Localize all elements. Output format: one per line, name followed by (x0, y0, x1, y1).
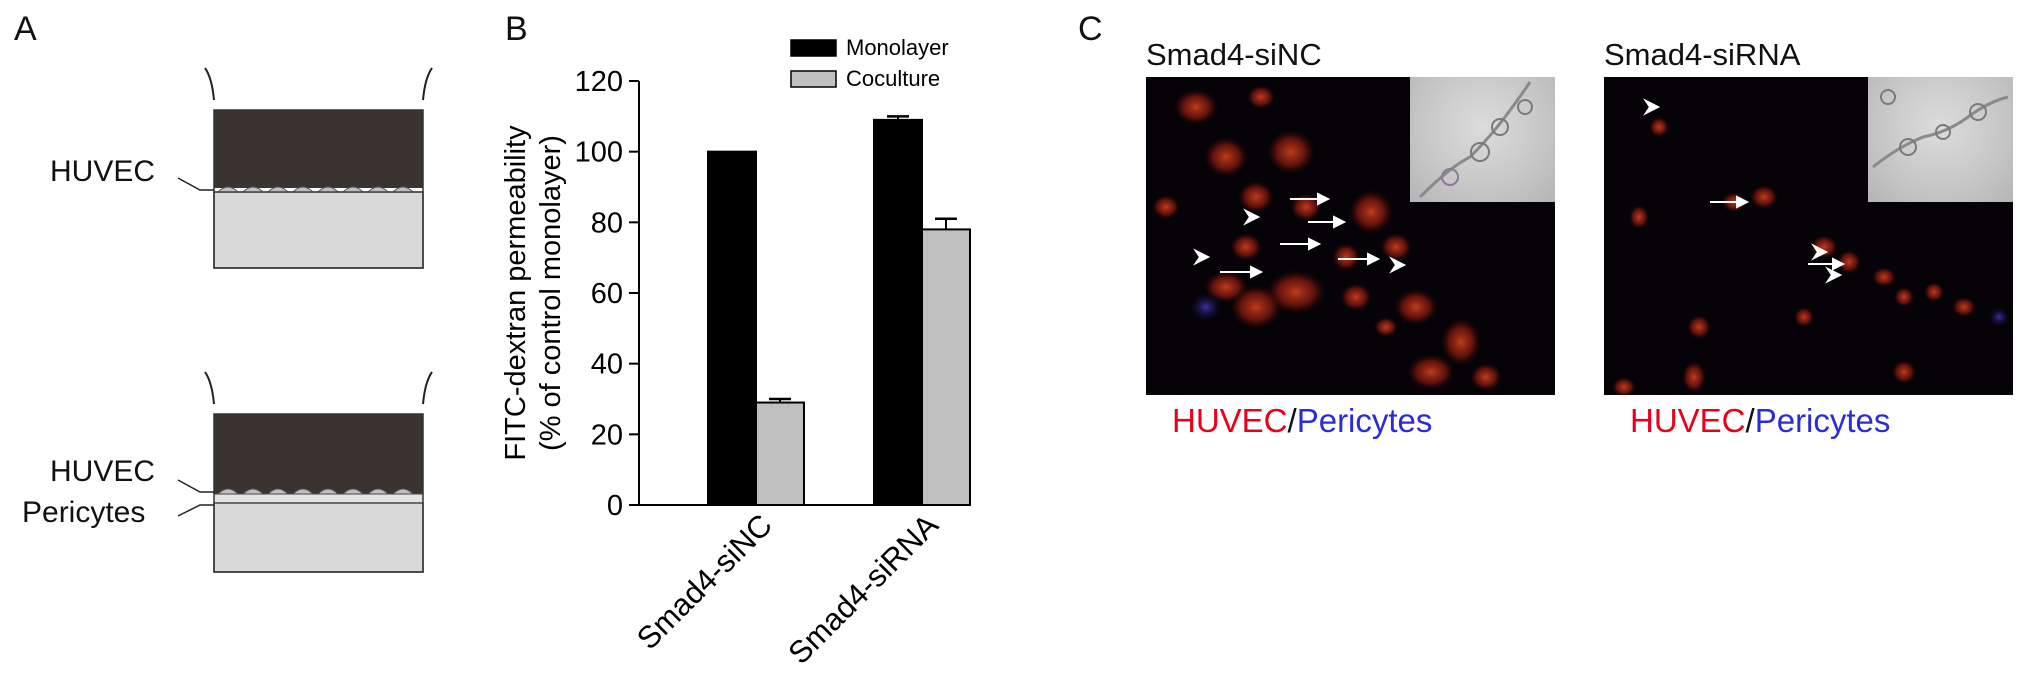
category-label: Smad4-siRNA (781, 507, 945, 671)
bar-coculture (921, 228, 971, 506)
legend-swatch-monolayer (790, 39, 837, 57)
micrograph-sirna-cells (1612, 98, 2009, 395)
insert-medium-bottom (214, 414, 423, 494)
y-tick-label: 60 (591, 278, 623, 310)
stain-legend-sinc: HUVEC/Pericytes (1172, 402, 1432, 440)
category-label: Smad4-siNC (630, 507, 779, 656)
image-title-sirna: Smad4-siRNA (1604, 37, 1801, 72)
transwell-bottom (177, 371, 433, 573)
image-title-sinc: Smad4-siNC (1146, 37, 1322, 72)
legend-label-coculture: Coculture (846, 66, 940, 91)
insert-medium-top (214, 110, 423, 188)
y-tick-label: 100 (575, 137, 623, 169)
huvec-label-top: HUVEC (50, 155, 156, 188)
stain-red-label: HUVEC (1172, 402, 1288, 439)
stain-blue-label: Pericytes (1754, 402, 1891, 439)
panel-c-letter: C (1078, 10, 1103, 48)
huvec-label-bottom: HUVEC (50, 455, 156, 488)
brightfield-inset-sirna (1868, 77, 2013, 202)
transwell-top (177, 67, 433, 269)
panel-b-letter: B (505, 10, 528, 48)
stain-blue-label: Pericytes (1296, 402, 1433, 439)
pericyte-layer (213, 493, 424, 504)
well-bottom-top (213, 191, 424, 269)
micrograph-sirna (1604, 77, 2013, 395)
y-tick-label: 80 (591, 207, 623, 239)
pericytes-pointer-line (177, 504, 214, 517)
stain-separator: / (1287, 402, 1297, 439)
pericytes-label: Pericytes (22, 496, 146, 529)
y-tick-label: 120 (575, 66, 623, 98)
y-tick-label: 40 (591, 349, 623, 381)
brightfield-inset-sinc (1410, 77, 1555, 202)
micrograph-sinc-cells (1152, 85, 1502, 391)
sirna-arrow-markers (1643, 98, 1846, 284)
stain-red-label: HUVEC (1630, 402, 1746, 439)
bar-monolayer (707, 150, 757, 507)
y-tick-label: 20 (591, 419, 623, 451)
permeability-bar-chart: 0 20 40 60 80 100 120 FITC-dextran permeability… (500, 35, 971, 671)
micrograph-sinc (1146, 77, 1555, 395)
transwell-diagram (177, 67, 433, 573)
huvec-pointer-line (177, 177, 214, 191)
sinc-arrow-markers (1193, 192, 1407, 279)
stain-legend-sirna: HUVEC/Pericytes (1630, 402, 1890, 440)
stain-separator: / (1745, 402, 1755, 439)
y-tick-label: 0 (607, 490, 623, 522)
panel-a-letter: A (14, 10, 37, 48)
y-axis-label-line1: FITC-dextran permeability (500, 125, 532, 461)
legend-label-monolayer: Monolayer (846, 35, 949, 60)
huvec-pointer-line-bottom (177, 479, 214, 493)
bar-coculture (755, 401, 805, 506)
well-bottom-bottom (213, 502, 424, 573)
legend-swatch-coculture (790, 70, 837, 88)
bar-monolayer (873, 118, 923, 506)
y-axis-label-line2: (% of control monolayer) (535, 135, 567, 451)
